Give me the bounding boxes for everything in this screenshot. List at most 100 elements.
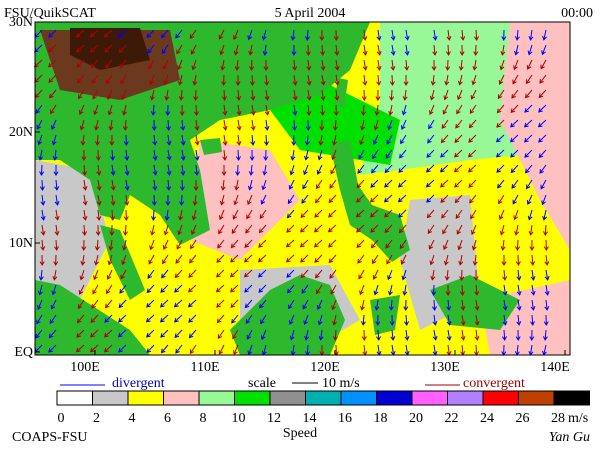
footer-left: COAPS-FSU xyxy=(12,430,87,445)
wind-arrow xyxy=(174,314,183,323)
wind-arrow xyxy=(431,59,437,71)
wind-arrow xyxy=(193,104,199,116)
wind-arrow xyxy=(176,239,183,250)
wind-arrow xyxy=(221,74,227,86)
wind-arrow xyxy=(404,314,409,326)
wind-arrow xyxy=(48,344,57,353)
wind-arrow xyxy=(77,299,85,310)
wind-arrow xyxy=(372,134,379,145)
colorbar-swatch xyxy=(518,390,555,406)
wind-arrow xyxy=(360,299,365,311)
wind-arrow xyxy=(429,254,435,266)
wind-arrow xyxy=(390,44,396,56)
wind-arrow xyxy=(146,299,155,308)
land xyxy=(430,275,520,330)
colorbar-swatch xyxy=(127,390,164,406)
wind-arrow xyxy=(104,314,113,323)
axes: 30N 20N 10N EQ 100E 110E 120E 130E 140E xyxy=(9,15,570,375)
wind-arrow xyxy=(48,329,57,339)
wind-arrow xyxy=(285,254,295,263)
wind-arrow xyxy=(539,164,547,174)
wind-arrow xyxy=(497,179,505,189)
wind-arrow xyxy=(530,314,536,326)
wind-arrow xyxy=(373,284,379,296)
wind-arrow xyxy=(537,119,547,128)
wind-arrow xyxy=(288,314,295,326)
wind-arrow xyxy=(160,284,169,293)
wind-arrow xyxy=(299,239,309,248)
wind-arrow xyxy=(244,254,253,263)
wind-arrow xyxy=(75,44,85,53)
land xyxy=(200,138,222,155)
wind-arrow xyxy=(53,164,59,176)
wind-arrow xyxy=(427,134,435,144)
wind-arrow xyxy=(499,224,505,236)
wind-arrow xyxy=(390,329,396,341)
wind-arrow xyxy=(328,194,337,204)
wind-arrow xyxy=(400,134,407,145)
wind-arrow xyxy=(446,29,452,41)
wind-arrow xyxy=(458,59,464,71)
wind-arrow xyxy=(445,59,451,71)
colorbar-tick: 14 xyxy=(303,411,317,426)
wind-arrow xyxy=(356,239,365,249)
wind-arrow xyxy=(166,119,171,131)
legend-divergent: divergent xyxy=(112,376,165,391)
wind-arrow xyxy=(300,209,309,219)
wind-arrow xyxy=(292,104,298,116)
wind-arrow xyxy=(190,239,197,250)
wind-arrow xyxy=(264,89,270,101)
wind-arrow xyxy=(444,74,450,86)
wind-arrow xyxy=(96,179,102,191)
wind-arrow xyxy=(215,269,225,278)
wind-arrow xyxy=(96,164,102,176)
wind-arrow xyxy=(320,44,326,56)
wind-arrow xyxy=(456,224,463,235)
lon-label: 120E xyxy=(310,360,340,375)
wind-arrow xyxy=(160,344,169,354)
wind-arrow xyxy=(332,134,337,146)
wind-arrow xyxy=(192,194,198,206)
wind-arrow xyxy=(107,104,113,116)
legend-convergent: convergent xyxy=(463,376,525,391)
wind-arrow xyxy=(188,314,197,323)
wind-arrow xyxy=(374,299,380,311)
wind-arrow xyxy=(232,209,239,220)
wind-arrow xyxy=(431,299,437,311)
land xyxy=(230,275,345,355)
wind-arrow xyxy=(384,179,393,188)
wind-arrow xyxy=(119,59,127,69)
wind-arrow xyxy=(82,224,87,236)
wind-arrow xyxy=(543,239,549,251)
wind-arrow xyxy=(542,29,547,41)
wind-arrow xyxy=(288,179,295,190)
lon-label: 140E xyxy=(540,360,570,375)
colorbar-swatch xyxy=(92,390,129,406)
wind-arrow xyxy=(385,239,393,249)
wind-arrow xyxy=(502,314,508,326)
wind-arrow xyxy=(166,134,172,146)
land xyxy=(330,140,410,262)
wind-arrow xyxy=(457,239,463,251)
wind-arrow xyxy=(177,74,183,86)
wind-arrow xyxy=(300,254,309,263)
colorbar-tick: 10 xyxy=(232,411,246,426)
wind-arrow xyxy=(76,59,85,68)
colorbar-tick: 28 xyxy=(551,411,565,426)
wind-arrow xyxy=(236,119,242,131)
wind-arrow xyxy=(495,134,505,143)
wind-arrow xyxy=(315,179,323,190)
wind-arrow xyxy=(82,209,88,221)
wind-arrow xyxy=(36,119,43,130)
wind-arrow xyxy=(523,119,533,128)
wind-arrow xyxy=(249,149,255,161)
wind-arrow xyxy=(314,254,323,263)
wind-arrow xyxy=(104,59,113,69)
wind-arrow xyxy=(288,299,295,310)
colorbar-swatch xyxy=(411,390,448,406)
wind-arrow xyxy=(362,44,368,56)
wind-arrow xyxy=(359,134,365,146)
wind-arrow xyxy=(376,59,382,71)
wind-arrow xyxy=(428,119,435,130)
wind-arrow xyxy=(51,134,57,146)
